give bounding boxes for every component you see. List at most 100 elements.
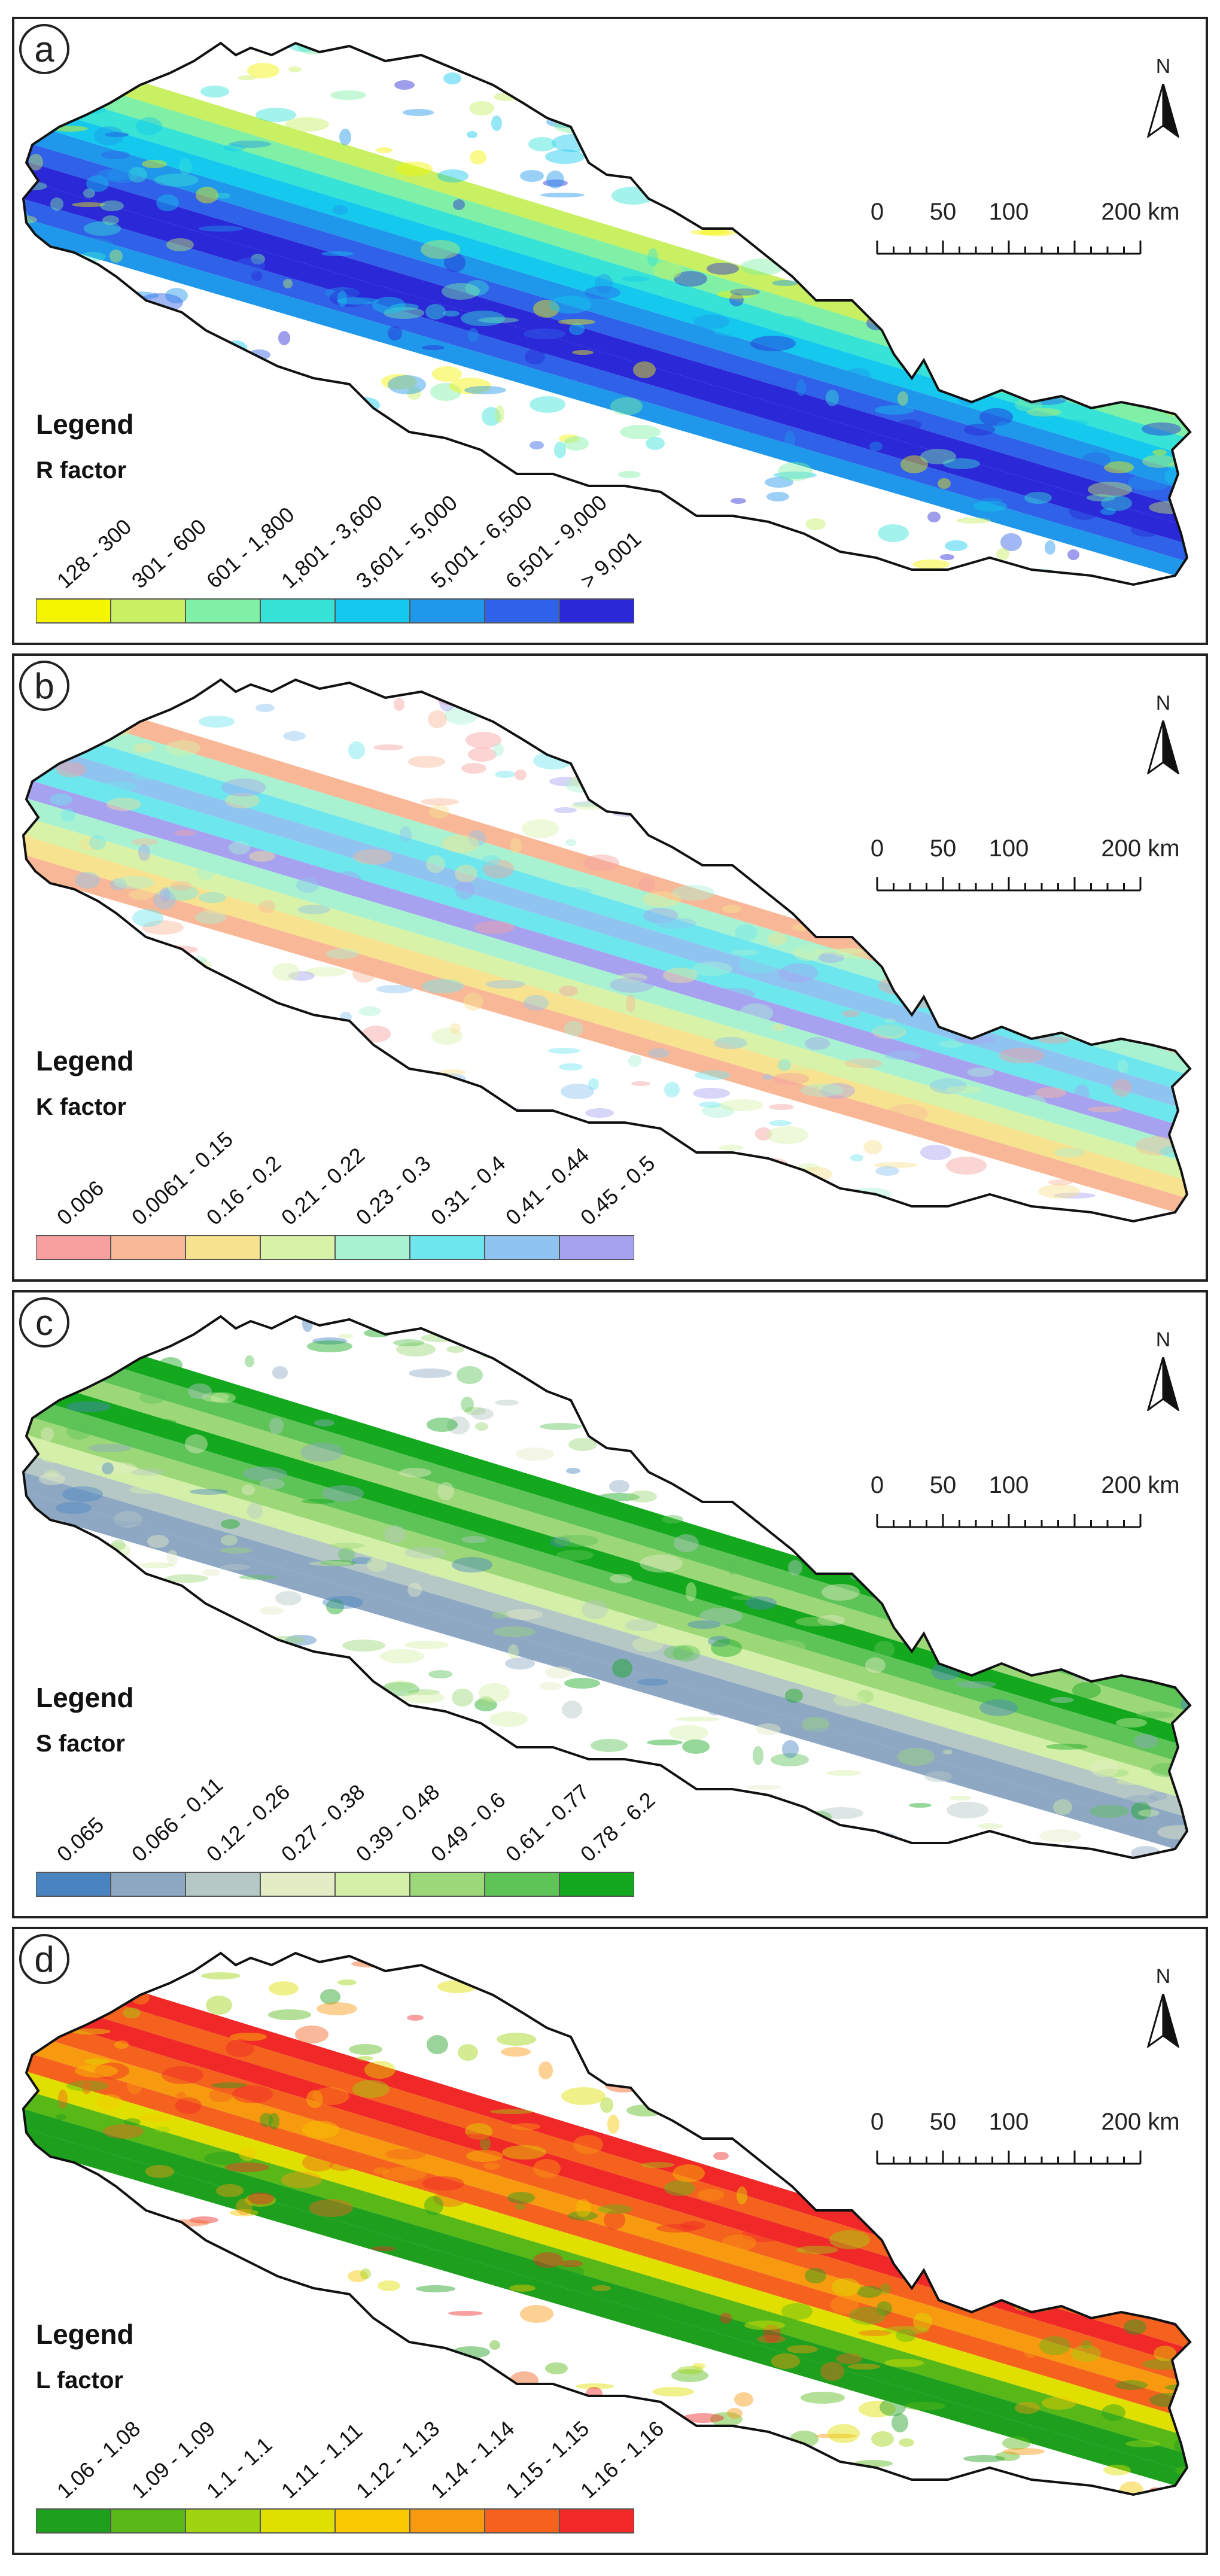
map-texture xyxy=(1055,70,1095,87)
map-texture xyxy=(730,288,760,296)
map-texture xyxy=(23,2009,48,2018)
map-texture xyxy=(376,147,393,153)
map-texture xyxy=(474,921,515,934)
map-texture xyxy=(1081,680,1095,686)
map-texture xyxy=(804,1552,820,1559)
map-texture xyxy=(573,90,613,95)
map-texture xyxy=(687,54,710,60)
map-zone xyxy=(23,158,1190,532)
map-texture xyxy=(29,154,43,171)
legend-factor-label: R factor xyxy=(36,457,127,483)
map-texture xyxy=(247,63,279,78)
map-texture xyxy=(45,907,77,920)
map-texture xyxy=(80,720,116,730)
map-texture xyxy=(684,2059,708,2065)
map-texture xyxy=(467,131,477,138)
panel-letter: d xyxy=(19,1934,69,1984)
map-texture xyxy=(130,1468,164,1476)
map-zone xyxy=(23,215,1190,585)
map-texture xyxy=(177,2092,186,2099)
map-texture xyxy=(187,2267,214,2278)
map-texture xyxy=(329,2160,354,2171)
map-texture xyxy=(776,813,796,817)
map-texture xyxy=(967,1067,994,1077)
map-texture xyxy=(149,1649,182,1668)
legend-swatch xyxy=(260,598,335,624)
map-texture xyxy=(589,1953,629,1962)
map-texture xyxy=(132,909,163,927)
map-texture xyxy=(342,1640,385,1652)
map-texture xyxy=(312,2087,349,2105)
map-texture xyxy=(805,1037,830,1050)
country-border xyxy=(22,1951,1192,2496)
map-texture xyxy=(1108,1076,1121,1090)
map-texture xyxy=(871,2431,894,2447)
map-texture xyxy=(906,1571,918,1589)
map-texture xyxy=(978,1823,1003,1829)
map-zone xyxy=(23,2049,1190,2424)
map-texture xyxy=(289,1748,328,1763)
map-texture xyxy=(833,2130,849,2138)
map-texture xyxy=(151,1593,173,1601)
map-texture xyxy=(1066,793,1108,807)
map-texture xyxy=(787,2345,818,2353)
map-texture xyxy=(263,280,281,286)
map-texture xyxy=(524,329,565,339)
map-texture xyxy=(973,501,1007,512)
map-texture xyxy=(714,1163,744,1172)
map-texture xyxy=(444,253,466,272)
map-texture xyxy=(536,1319,567,1337)
map-texture xyxy=(808,1085,820,1097)
map-texture xyxy=(1118,1717,1145,1725)
map-texture xyxy=(390,303,419,311)
legend-swatch xyxy=(410,1235,485,1260)
map-texture xyxy=(714,1037,747,1049)
map-texture xyxy=(728,1828,762,1845)
map-texture xyxy=(102,1462,114,1474)
map-texture xyxy=(664,1082,680,1097)
map-texture xyxy=(862,2206,904,2220)
map-texture xyxy=(1134,327,1170,340)
map-texture xyxy=(71,285,94,292)
legend-swatch xyxy=(559,2508,634,2534)
map-texture xyxy=(312,1316,336,1323)
map-texture xyxy=(302,2121,339,2139)
map-texture xyxy=(533,752,573,770)
map-texture xyxy=(312,1337,347,1345)
map-texture xyxy=(766,377,806,384)
legend-color-bar xyxy=(36,598,634,624)
map-texture xyxy=(826,1770,861,1776)
map-texture xyxy=(1181,74,1190,82)
map-texture xyxy=(708,1636,731,1647)
map-texture xyxy=(195,911,226,924)
map-texture xyxy=(1160,1145,1190,1158)
map-texture xyxy=(673,1953,703,1959)
map-texture xyxy=(302,1499,335,1504)
map-texture xyxy=(979,1843,1014,1858)
map-texture xyxy=(915,711,954,728)
map-texture xyxy=(466,2150,503,2162)
map-texture xyxy=(818,952,844,963)
map-texture xyxy=(221,1519,240,1529)
map-texture xyxy=(880,2398,906,2416)
map-texture xyxy=(927,694,960,709)
map-texture xyxy=(388,375,426,394)
map-texture xyxy=(131,773,168,780)
map-texture xyxy=(51,1356,85,1364)
scale-label: 200 km xyxy=(1101,835,1180,862)
map-texture xyxy=(461,311,505,326)
map-texture xyxy=(647,248,658,266)
map-texture xyxy=(1054,1193,1096,1199)
map-texture xyxy=(95,1981,109,1990)
map-texture xyxy=(166,238,194,251)
map-texture xyxy=(820,1531,854,1538)
map-texture xyxy=(933,1640,978,1650)
map-texture xyxy=(1000,2052,1024,2065)
map-texture xyxy=(378,2280,400,2291)
scale-label: 200 km xyxy=(1101,1472,1180,1498)
map-texture xyxy=(826,390,839,406)
map-texture xyxy=(438,54,454,60)
map-texture xyxy=(225,793,260,808)
map-texture xyxy=(425,304,446,320)
map-texture xyxy=(150,2356,191,2369)
